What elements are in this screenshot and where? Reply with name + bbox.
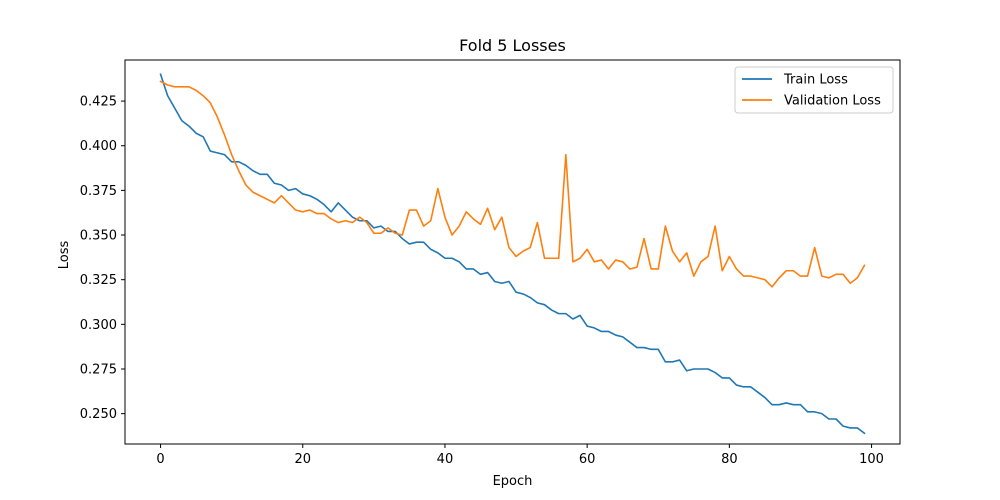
y-tick-label: 0.325 xyxy=(80,273,117,288)
legend-label: Validation Loss xyxy=(784,94,881,109)
x-tick-label: 40 xyxy=(437,452,454,467)
legend-box xyxy=(734,66,894,114)
chart-title: Fold 5 Losses xyxy=(459,36,566,55)
legend: Train Loss Validation Loss xyxy=(734,66,894,114)
x-tick-label: 0 xyxy=(156,452,164,467)
y-tick-label: 0.400 xyxy=(80,139,117,154)
x-tick-label: 80 xyxy=(721,452,738,467)
plot-area: 0 20 40 60 80 100 0.250 0.275 0.300 0.325 0.350 0.3… xyxy=(80,59,901,467)
y-tick-label: 0.300 xyxy=(80,318,117,333)
series-line-validation-loss xyxy=(159,80,866,288)
y-tick-label: 0.425 xyxy=(80,95,117,110)
legend-label: Train Loss xyxy=(783,73,848,88)
x-tick-label: 100 xyxy=(859,452,884,467)
series-line-train-loss xyxy=(159,73,866,435)
y-tick-label: 0.275 xyxy=(80,362,117,377)
x-tick-label: 60 xyxy=(579,452,596,467)
y-tick-label: 0.375 xyxy=(80,184,117,199)
y-tick-label: 0.250 xyxy=(80,407,117,422)
x-axis-label: Epoch xyxy=(493,474,533,489)
x-tick-label: 20 xyxy=(294,452,311,467)
y-tick-label: 0.350 xyxy=(80,229,117,244)
plot-frame xyxy=(124,59,901,445)
y-axis-label: Loss xyxy=(57,241,72,270)
